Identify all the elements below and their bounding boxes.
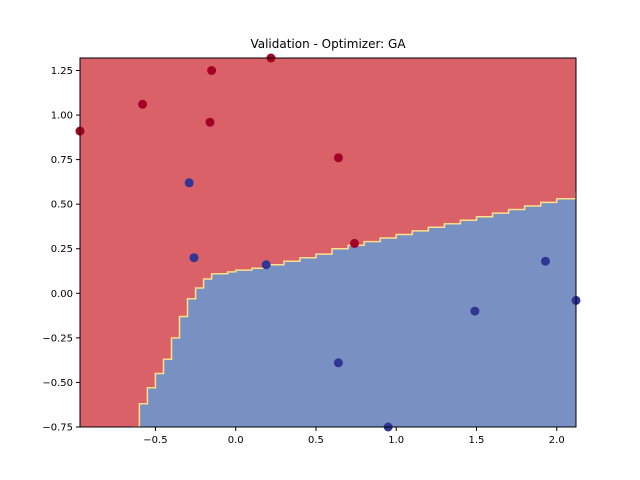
y-tick-label: −0.25	[42, 333, 73, 344]
y-axis: −0.75 −0.50 −0.25 0.00 0.25 0.50 0.75 1.00 1.25	[42, 66, 80, 434]
point-class-0-1	[138, 99, 148, 109]
y-tick-label: 0.75	[51, 155, 73, 166]
point-class-0-6	[350, 238, 359, 248]
x-tick-label: 0.0	[228, 435, 244, 446]
y-tick-label: 0.50	[51, 200, 73, 211]
x-axis: −0.5 0.0 0.5 1.0 1.5 2.0	[143, 427, 565, 446]
point-class-0-5	[333, 153, 343, 163]
x-tick-label: 2.0	[549, 435, 565, 446]
y-tick-label: 0.25	[51, 244, 73, 255]
y-tick-label: 1.25	[51, 66, 73, 77]
x-tick-label: 0.5	[308, 435, 324, 446]
point-class-1-5	[470, 306, 480, 316]
decision-region-class-1	[131, 191, 576, 427]
chart-title: Validation - Optimizer: GA	[250, 37, 406, 51]
point-class-1-1	[189, 253, 199, 263]
point-class-1-6	[541, 256, 550, 266]
point-class-1-3	[333, 358, 343, 368]
x-tick-label: 1.0	[388, 435, 404, 446]
point-class-1-0	[184, 178, 194, 188]
x-tick-label: −0.5	[143, 435, 167, 446]
y-tick-label: 1.00	[51, 111, 73, 122]
plot-area	[75, 53, 581, 432]
point-class-0-4	[205, 117, 215, 127]
point-class-1-2	[261, 260, 271, 270]
y-tick-label: −0.75	[42, 423, 73, 434]
axes-frame	[79, 57, 577, 428]
x-tick-label: 1.5	[469, 435, 485, 446]
decision-boundary	[131, 191, 576, 427]
y-tick-label: −0.50	[42, 378, 73, 389]
point-class-0-2	[207, 66, 217, 75]
y-tick-label: 0.00	[51, 289, 73, 300]
